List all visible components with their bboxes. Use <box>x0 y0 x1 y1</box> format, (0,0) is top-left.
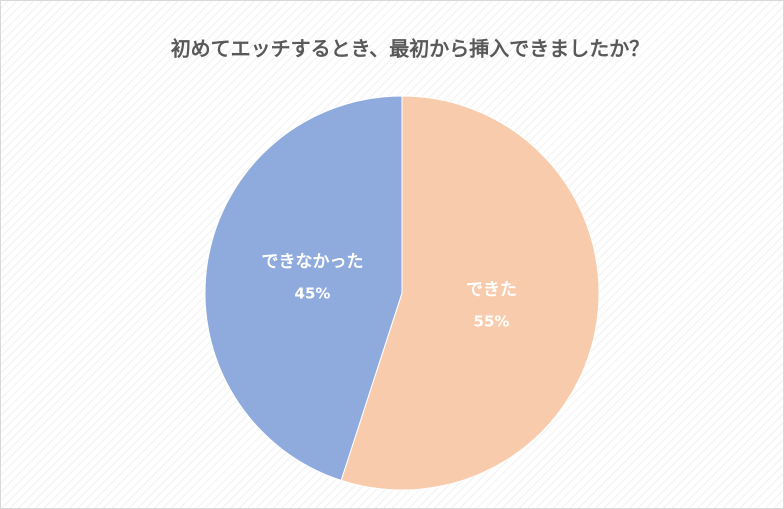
slice-label: できなかった <box>261 252 363 272</box>
pie-slice <box>204 95 403 481</box>
value-label: 45% <box>295 284 331 302</box>
chart-title: 初めてエッチするとき、最初から挿入できましたか？ <box>171 37 650 61</box>
slice-label: できた <box>466 280 517 300</box>
pie-slice <box>340 95 600 491</box>
value-label: 55% <box>474 313 510 331</box>
